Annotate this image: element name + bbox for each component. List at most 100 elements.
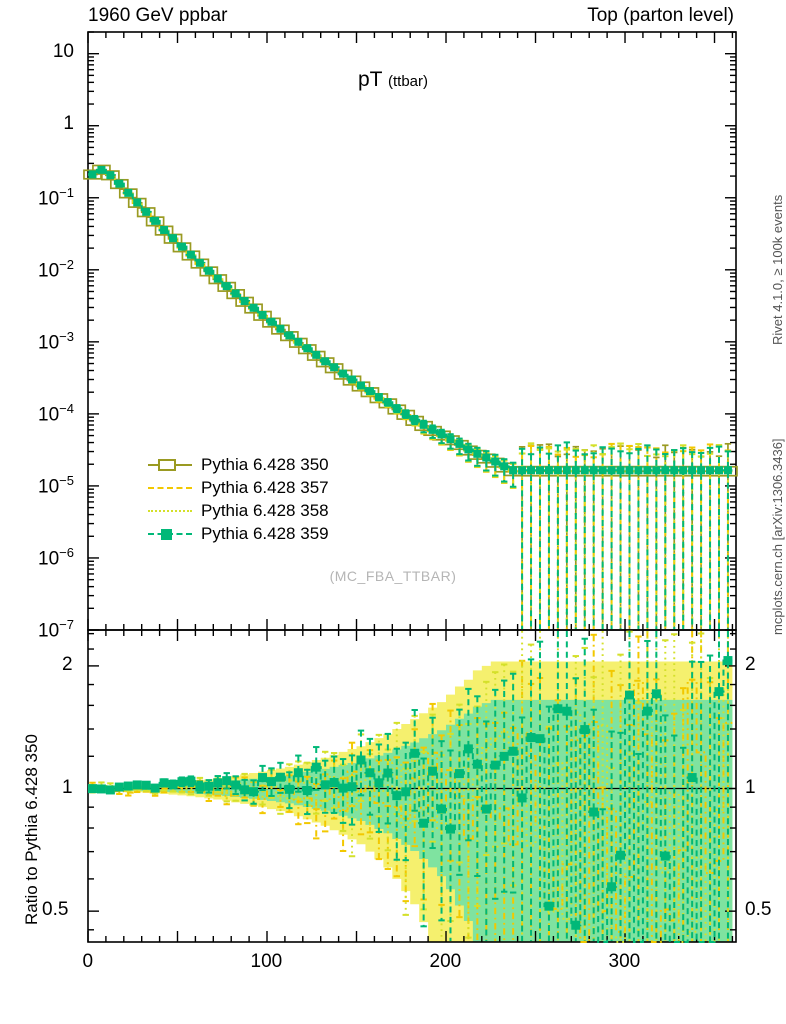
ratio-y-tick-label-left: 0.5: [42, 899, 69, 921]
main-y-tick-label: 10−3: [38, 328, 74, 354]
main-marker-filled-square: [607, 466, 616, 475]
main-marker-filled-square: [285, 331, 294, 340]
ratio-marker-filled-square: [437, 804, 447, 814]
main-series-line-0: [88, 168, 733, 473]
main-marker-filled-square: [446, 435, 455, 444]
legend-label: Pythia 6.428 359: [201, 523, 329, 543]
main-marker-filled-square: [571, 466, 580, 475]
legend-key-dotted: [148, 503, 192, 519]
legend-item[interactable]: Pythia 6.428 358: [148, 501, 329, 520]
main-marker-filled-square: [240, 296, 249, 305]
ratio-marker-filled-square: [589, 807, 599, 817]
legend-line: [148, 486, 192, 489]
ratio-marker-filled-square: [410, 748, 420, 758]
ratio-y-tick-label-left: 1: [62, 776, 73, 798]
header-process-label: Top (parton level): [587, 5, 734, 26]
ratio-marker-filled-square: [553, 704, 563, 714]
main-marker-filled-square: [455, 439, 464, 448]
main-marker-filled-square: [186, 250, 195, 259]
ratio-marker-filled-square: [401, 787, 411, 797]
ratio-marker-filled-square: [472, 759, 482, 769]
ratio-marker-filled-square: [329, 778, 339, 788]
ratio-marker-filled-square: [571, 920, 581, 930]
ratio-marker-filled-square: [123, 781, 133, 791]
main-marker-filled-square: [464, 445, 473, 454]
main-series-line-1: [88, 168, 733, 473]
main-y-tick-label: 1: [63, 112, 74, 134]
main-marker-filled-square: [106, 171, 115, 180]
main-marker-filled-square: [553, 466, 562, 475]
ratio-marker-filled-square: [275, 772, 285, 782]
analysis-watermark: (MC_FBA_TTBAR): [329, 568, 457, 584]
legend-item[interactable]: Pythia 6.428 357: [148, 478, 329, 497]
main-marker-filled-square: [616, 466, 625, 475]
ratio-marker-filled-square: [481, 804, 491, 814]
main-marker-filled-square: [419, 420, 428, 429]
ratio-marker-filled-square: [445, 824, 455, 834]
ratio-marker-filled-square: [580, 725, 590, 735]
ratio-marker-filled-square: [96, 784, 106, 794]
main-marker-filled-square: [339, 369, 348, 378]
legend: Pythia 6.428 350 Pythia 6.428 357 Pythia 6…: [148, 455, 329, 547]
main-marker-filled-square: [697, 466, 706, 475]
ratio-marker-filled-square: [186, 776, 196, 786]
main-marker-filled-square: [312, 350, 321, 359]
main-marker-filled-square: [374, 393, 383, 402]
x-tick-label: 100: [250, 951, 283, 972]
main-y-tick-label: 10−2: [38, 256, 74, 282]
main-marker-filled-square: [428, 425, 437, 434]
legend-item[interactable]: Pythia 6.428 350: [148, 455, 329, 474]
ratio-y-tick-label-left: 2: [62, 653, 73, 675]
ratio-marker-filled-square: [356, 755, 366, 765]
main-marker-filled-square: [204, 266, 213, 275]
ratio-y-tick-label-right: 2: [745, 653, 756, 675]
main-marker-filled-square: [294, 337, 303, 346]
main-marker-filled-square: [115, 179, 124, 188]
ratio-marker-filled-square: [616, 850, 626, 860]
ratio-marker-filled-square: [454, 769, 464, 779]
main-marker-filled-square: [258, 310, 267, 319]
ratio-marker-filled-square: [499, 751, 509, 761]
main-marker-filled-square: [482, 453, 491, 462]
ratio-marker-filled-square: [132, 780, 142, 790]
main-marker-filled-square: [580, 466, 589, 475]
legend-line: [148, 509, 192, 512]
ratio-marker-filled-square: [168, 779, 178, 789]
main-marker-filled-square: [303, 344, 312, 353]
ratio-marker-filled-square: [284, 784, 294, 794]
legend-marker-open-square: [158, 458, 176, 471]
ratio-marker-filled-square: [311, 762, 321, 772]
ratio-marker-filled-square: [535, 734, 545, 744]
ratio-marker-filled-square: [660, 851, 670, 861]
ratio-marker-filled-square: [428, 766, 438, 776]
main-y-tick-label: 10: [52, 40, 74, 62]
ratio-marker-filled-square: [159, 778, 169, 788]
ratio-marker-filled-square: [240, 785, 250, 795]
main-marker-filled-square: [500, 462, 509, 471]
main-marker-filled-square: [151, 216, 160, 225]
ratio-marker-filled-square: [105, 785, 115, 795]
main-marker-filled-square: [661, 466, 670, 475]
x-tick-label: 200: [429, 951, 462, 972]
ratio-marker-filled-square: [302, 786, 312, 796]
main-y-tick-label: 10−7: [38, 617, 74, 642]
main-marker-filled-square: [169, 234, 178, 243]
main-marker-filled-square: [562, 466, 571, 475]
main-marker-filled-square: [392, 404, 401, 413]
ratio-y-tick-label-right: 1: [745, 776, 756, 798]
main-marker-filled-square: [267, 317, 276, 326]
main-marker-filled-square: [97, 165, 106, 174]
ratio-marker-filled-square: [266, 777, 276, 787]
main-marker-filled-square: [437, 430, 446, 439]
legend-marker-filled-square: [161, 528, 172, 540]
ratio-marker-filled-square: [222, 776, 232, 786]
ratio-marker-filled-square: [508, 746, 518, 756]
main-series-line-2: [88, 168, 733, 473]
legend-item[interactable]: Pythia 6.428 359: [148, 524, 329, 543]
main-marker-filled-square: [160, 225, 169, 234]
ratio-marker-filled-square: [651, 689, 661, 699]
main-marker-filled-square: [518, 466, 527, 475]
ratio-marker-filled-square: [687, 773, 697, 783]
ratio-marker-filled-square: [392, 791, 402, 801]
